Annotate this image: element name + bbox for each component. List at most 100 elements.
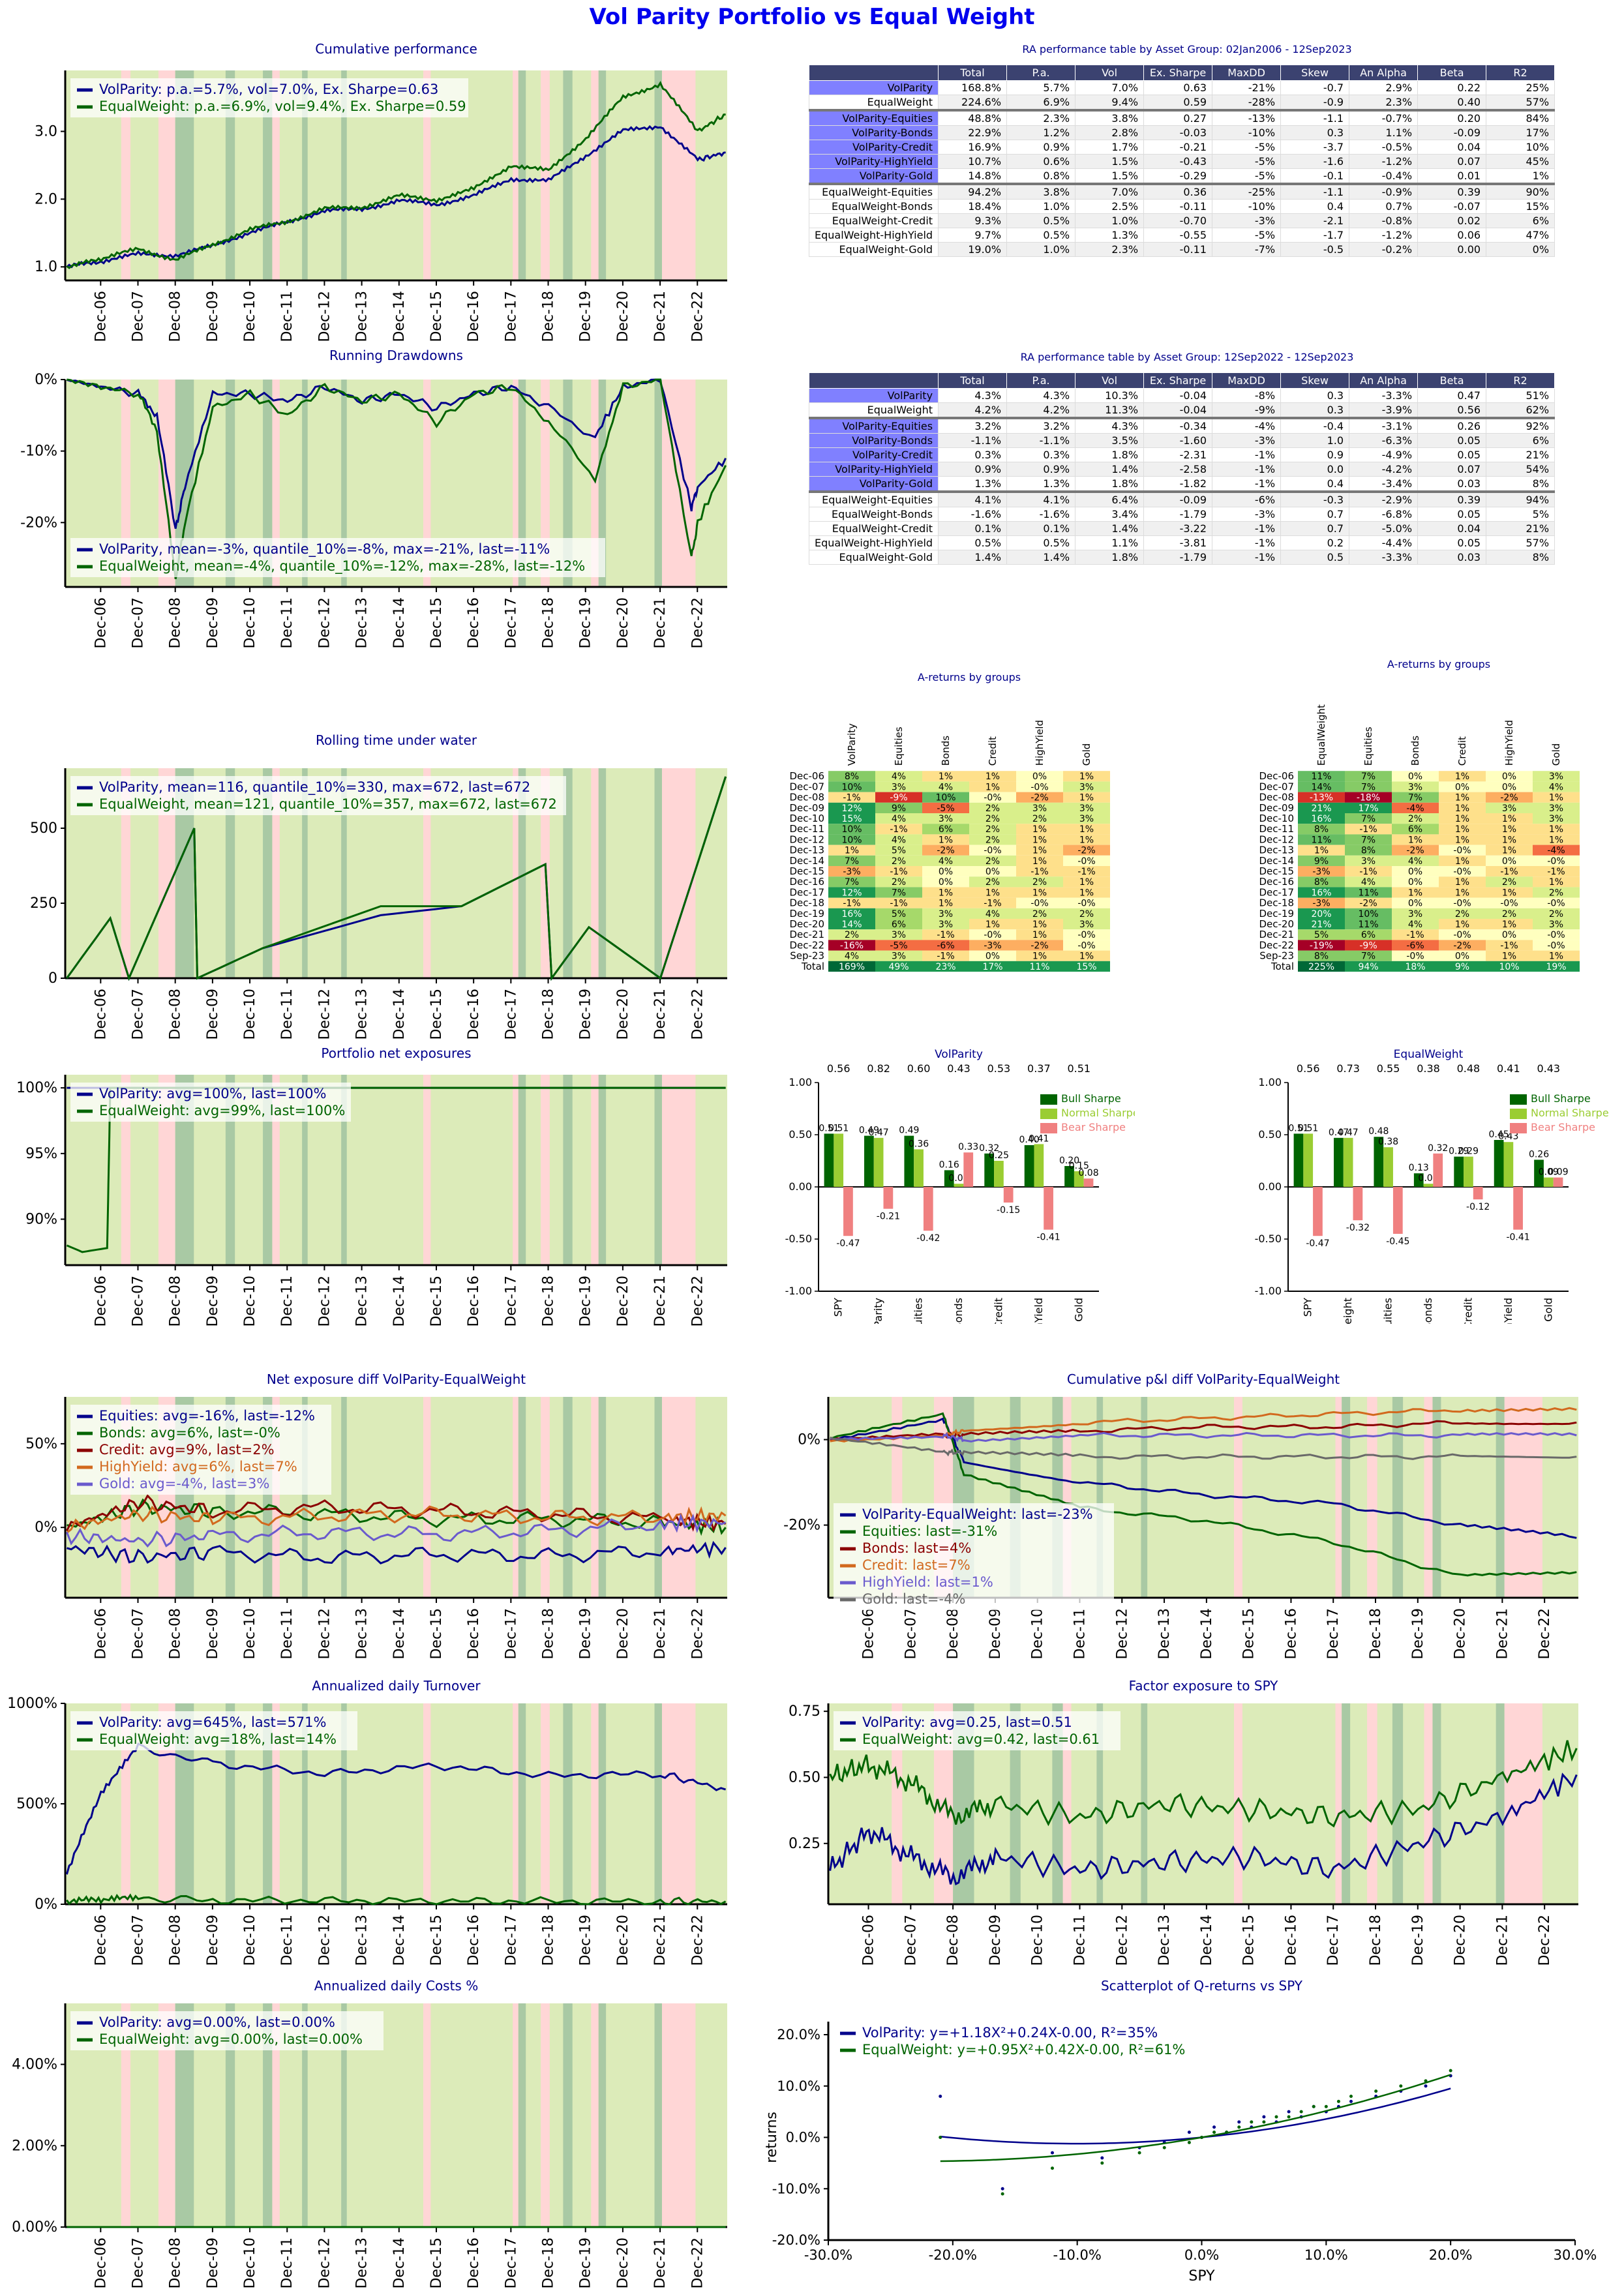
table-cell: 0.26 — [1417, 417, 1487, 434]
bar-normal-sharpe — [1503, 1142, 1514, 1187]
bar-bull-sharpe — [1534, 1159, 1544, 1187]
table-row: EqualWeight-Equities 4.1% 4.1% 6.4% -0.09 -6%… — [808, 491, 1556, 507]
heatmap-cell — [1063, 929, 1110, 940]
table-cell: 1.8% — [1075, 476, 1145, 493]
table-row: EqualWeight-HighYield 9.7% 0.5% 1.3% -0.55 -5… — [808, 228, 1556, 243]
heatmap-cell-value: 3% — [939, 920, 953, 930]
regime-band-dark — [518, 1397, 526, 1598]
legend-label: VolParity: avg=0.00%, last=0.00% — [99, 2014, 335, 2030]
heatmap-cell-value: 2% — [985, 856, 1000, 867]
heatmap-cell-value: 6% — [939, 824, 953, 835]
table-cell: -9% — [1212, 402, 1282, 419]
row-label: EqualWeight-Bonds — [808, 507, 939, 522]
heatmap-cell-value: 3% — [892, 782, 906, 792]
bar-value-label: 0.38 — [1378, 1137, 1398, 1147]
table-cell: 47% — [1486, 228, 1556, 243]
table-cell: -0.9% — [1349, 183, 1419, 200]
heatmap-cell-value: 1% — [939, 899, 953, 909]
heatmap-cell-value: -0% — [1406, 951, 1424, 962]
row-label: Sep-23 — [1259, 950, 1294, 962]
chart-title: Cumulative performance — [315, 41, 477, 57]
x-tick-label: Dec-06 — [93, 291, 109, 342]
table-cell: -1% — [1212, 535, 1282, 550]
scatter-point — [1299, 2110, 1303, 2114]
x-tick-label: Dec-20 — [615, 1276, 631, 1327]
heatmap-cell — [1439, 887, 1486, 898]
scatter-point — [1287, 2110, 1291, 2114]
scatter-point — [1051, 2166, 1054, 2170]
header-cell: Skew — [1280, 372, 1350, 389]
heatmap-cell-value: 3% — [1549, 771, 1563, 782]
heatmap-cell — [969, 781, 1016, 792]
heatmap-cell-value: -0% — [1453, 930, 1471, 940]
heatmap-cell-value: -0% — [984, 930, 1001, 940]
table-cell: -5% — [1212, 228, 1282, 243]
table-cell: 1.4% — [1075, 521, 1145, 536]
top-value-label: 0.60 — [907, 1062, 931, 1075]
heatmap-cell — [1298, 792, 1345, 803]
row-label: Dec-15 — [789, 865, 824, 877]
legend-box — [70, 1711, 357, 1750]
x-tick-label: Dec-20 — [615, 2237, 631, 2289]
heatmap-cell-value: 15% — [841, 814, 862, 824]
bar-value-label: 0.29 — [1449, 1146, 1469, 1157]
table-cell: 0.7 — [1280, 507, 1350, 522]
y-tick-label: 0.00 — [789, 1180, 812, 1193]
heatmap-cell-value: 10% — [935, 793, 955, 803]
heatmap-cell-value: 0% — [985, 951, 1000, 962]
heatmap-cell — [875, 876, 922, 888]
heatmap-cell-value: 0% — [1408, 899, 1422, 909]
heatmap-cell-value: -3% — [1312, 899, 1330, 909]
x-tick-label: Dec-19 — [578, 989, 594, 1040]
heatmap-cell-value: 7% — [1361, 771, 1376, 782]
series-line-gold — [66, 1513, 727, 1548]
heatmap-cell-value: 3% — [1079, 814, 1094, 824]
heatmap-cell — [1016, 950, 1063, 961]
regime-band-bear — [591, 1075, 599, 1265]
x-tick-label: Dec-22 — [689, 1608, 706, 1660]
heatmap-cell-value: 1% — [1455, 920, 1469, 930]
regime-band-bear — [1424, 1397, 1433, 1598]
y-tick-label: -20% — [783, 1518, 820, 1534]
column-label: EqualWeight — [1316, 704, 1327, 766]
regime-band-bear — [1062, 1703, 1072, 1904]
heatmap-cell — [875, 802, 922, 813]
heatmap-cell-value: 2% — [1079, 909, 1094, 920]
heatmap-cell — [1533, 919, 1580, 930]
bar-bull-sharpe — [864, 1135, 874, 1187]
x-tick-label: Dec-10 — [1030, 1608, 1046, 1660]
table-cell: 0.5% — [1006, 228, 1076, 243]
table-cell: 0.39 — [1417, 183, 1487, 200]
heatmap-cell-value: 3% — [939, 909, 953, 920]
heatmap-cell-value: 1% — [1549, 793, 1563, 803]
table-cell: 0.05 — [1417, 433, 1487, 448]
x-tick-label: Dec-15 — [429, 597, 445, 649]
regime-band-dark — [302, 1703, 308, 1904]
bar-value-label: 0.47 — [1329, 1128, 1349, 1138]
heatmap-cell-value: 169% — [839, 962, 865, 972]
heatmap-cell — [1439, 834, 1486, 845]
chart-title: EqualWeight — [1394, 1048, 1464, 1061]
heatmap-cell — [922, 950, 969, 961]
heatmap-cell-value: -0% — [1030, 899, 1048, 909]
heatmap-cell — [969, 950, 1016, 961]
x-tick-label: Dec-15 — [1241, 1915, 1257, 1966]
heatmap-cell-value: 1% — [1455, 888, 1469, 898]
table-cell: 2.3% — [1075, 242, 1145, 257]
regime-band-bear — [423, 1075, 431, 1265]
heatmap-cell-value: 7% — [845, 877, 859, 888]
heatmap-cell-value: 9% — [1314, 856, 1329, 867]
heatmap-cell — [1298, 845, 1345, 856]
heatmap-cell-value: -1% — [890, 867, 907, 877]
bar-normal-sharpe — [873, 1137, 884, 1187]
regime-band-bear — [591, 380, 599, 587]
regime-band-dark — [263, 1075, 273, 1265]
row-label: EqualWeight-HighYield — [808, 535, 939, 550]
heatmap-cell — [875, 940, 922, 951]
row-label: Dec-11 — [789, 823, 824, 835]
heatmap-cell — [1345, 824, 1392, 835]
heatmap-title: A-returns by groups — [1387, 659, 1490, 670]
heatmap-cell-value: -5% — [937, 803, 954, 814]
heatmap-cell-value: 1% — [1455, 824, 1469, 835]
top-value-label: 0.38 — [1417, 1062, 1440, 1075]
